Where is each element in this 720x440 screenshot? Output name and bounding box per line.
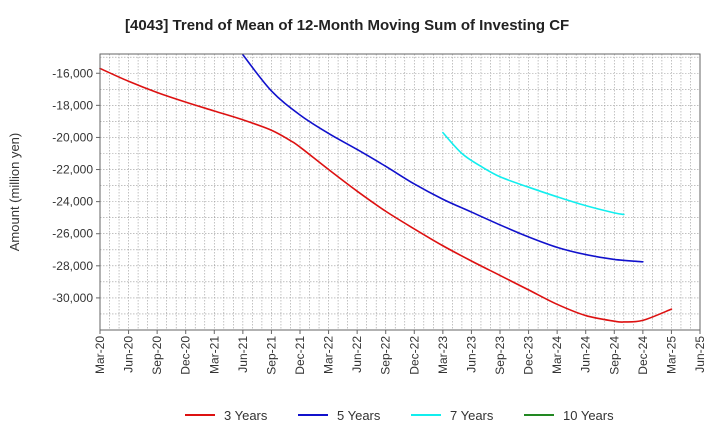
series-line-5-years bbox=[242, 54, 644, 263]
legend: 3 Years 5 Years 7 Years 10 Years bbox=[185, 408, 614, 423]
x-tick-label: Mar-25 bbox=[664, 336, 678, 374]
x-tick-label: Jun-24 bbox=[579, 336, 593, 373]
y-tick-label: -22,000 bbox=[52, 163, 93, 177]
y-tick-label: -18,000 bbox=[52, 98, 93, 112]
chart-title: [4043] Trend of Mean of 12-Month Moving … bbox=[125, 17, 569, 34]
x-tick-label: Jun-22 bbox=[350, 336, 364, 373]
x-tick-label: Jun-21 bbox=[236, 336, 250, 373]
y-tick-label: -20,000 bbox=[52, 130, 93, 144]
y-tick-label: -26,000 bbox=[52, 227, 93, 241]
x-tick-label: Mar-24 bbox=[550, 336, 564, 374]
y-tick-label: -28,000 bbox=[52, 259, 93, 273]
plot-frame bbox=[99, 53, 701, 331]
y-tick-label: -16,000 bbox=[52, 66, 93, 80]
x-tick-label: Sep-21 bbox=[264, 336, 278, 375]
x-tick-label: Mar-22 bbox=[322, 336, 336, 374]
legend-label-7-years: 7 Years bbox=[450, 408, 494, 423]
plot-area bbox=[100, 54, 700, 330]
x-tick-label: Sep-20 bbox=[150, 336, 164, 375]
x-tick-label: Jun-25 bbox=[693, 336, 707, 373]
x-tick-label: Mar-20 bbox=[93, 336, 107, 374]
x-tick-label: Dec-22 bbox=[407, 336, 421, 375]
series-lines bbox=[99, 54, 673, 323]
legend-label-3-years: 3 Years bbox=[224, 408, 268, 423]
x-tick-label: Jun-20 bbox=[122, 336, 136, 373]
y-tick-label: -30,000 bbox=[52, 291, 93, 305]
x-tick-label: Dec-23 bbox=[522, 336, 536, 375]
x-tick-label: Dec-24 bbox=[636, 336, 650, 375]
x-tick-label: Sep-22 bbox=[379, 336, 393, 375]
grid bbox=[100, 54, 700, 330]
x-axis-ticks: Mar-20 Jun-20 Sep-20 Dec-20 Mar-21 Jun-21 Sep-… bbox=[93, 330, 707, 375]
y-axis-label: Amount (million yen) bbox=[7, 133, 22, 252]
x-tick-label: Jun-23 bbox=[464, 336, 478, 373]
x-tick-label: Dec-20 bbox=[179, 336, 193, 375]
y-tick-label: -24,000 bbox=[52, 195, 93, 209]
x-tick-label: Dec-21 bbox=[293, 336, 307, 375]
series-line-7-years bbox=[442, 131, 625, 216]
x-tick-label: Mar-21 bbox=[207, 336, 221, 374]
x-tick-label: Sep-23 bbox=[493, 336, 507, 375]
series-line-3-years bbox=[99, 67, 673, 323]
legend-label-10-years: 10 Years bbox=[563, 408, 614, 423]
legend-label-5-years: 5 Years bbox=[337, 408, 381, 423]
y-axis-ticks: -16,000 -18,000 -20,000 -22,000 -24,000 -26,0… bbox=[52, 66, 100, 305]
x-tick-label: Mar-23 bbox=[436, 336, 450, 374]
x-tick-label: Sep-24 bbox=[607, 336, 621, 375]
